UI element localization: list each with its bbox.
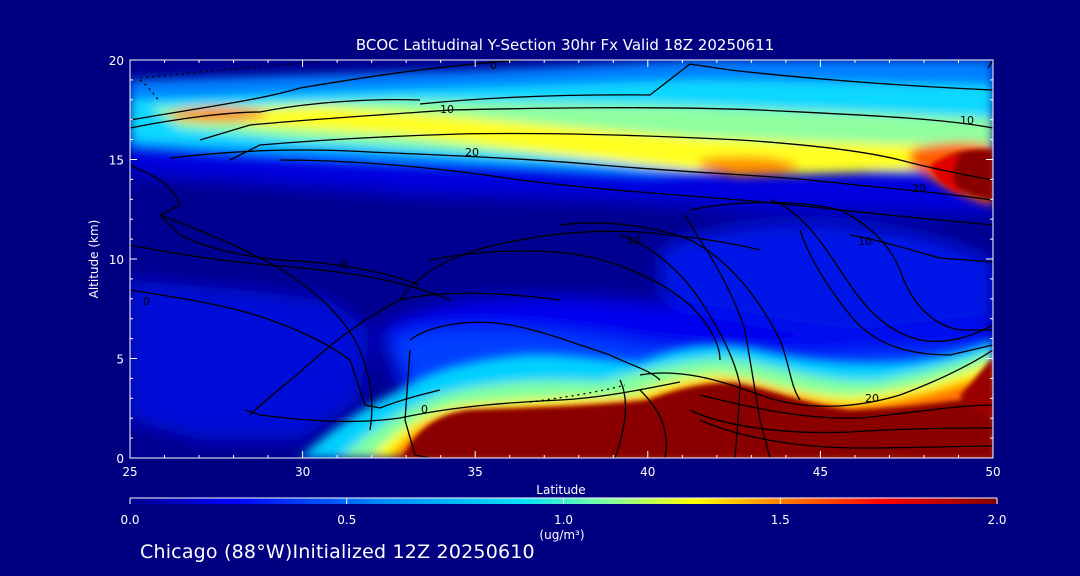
contour-line bbox=[769, 199, 993, 342]
chart-title: BCOC Latitudinal Y-Section 30hr Fx Valid… bbox=[356, 36, 774, 54]
contour-line bbox=[244, 381, 681, 423]
contour-line bbox=[684, 214, 771, 458]
contour-line bbox=[614, 379, 627, 458]
contour-dotted bbox=[139, 61, 321, 79]
contour-line bbox=[689, 409, 993, 434]
contour-line bbox=[699, 394, 993, 419]
contour-line bbox=[130, 98, 421, 129]
contour-line bbox=[639, 389, 667, 458]
contour-line bbox=[699, 419, 993, 449]
contour-line bbox=[130, 289, 441, 409]
contour-line bbox=[249, 292, 561, 416]
contour-label: 10 bbox=[627, 234, 641, 247]
upper-band-orange bbox=[170, 107, 800, 176]
contour-line bbox=[689, 201, 993, 331]
colorbar-tick-label: 1.5 bbox=[771, 513, 790, 527]
contour-line bbox=[849, 234, 993, 263]
contour-label: 20 bbox=[865, 392, 879, 405]
colorbar-tick-label: 0.0 bbox=[120, 513, 139, 527]
colorbar-tick-label: 1.0 bbox=[554, 513, 573, 527]
contour-line bbox=[279, 159, 993, 226]
surface-plume-core-right bbox=[960, 358, 993, 420]
x-axis-label: Latitude bbox=[536, 483, 585, 497]
contour-label: 10 bbox=[960, 114, 974, 127]
contour-label: 0 bbox=[340, 258, 347, 271]
contour-label: 20 bbox=[912, 182, 926, 195]
contour-line bbox=[159, 214, 373, 431]
contour-line bbox=[229, 132, 993, 181]
contour-line bbox=[619, 234, 741, 458]
colorbar-tick-label: 0.5 bbox=[337, 513, 356, 527]
init-caption: Chicago (88°W)Initialized 12Z 20250610 bbox=[140, 541, 535, 563]
contour-line bbox=[130, 244, 451, 301]
contour-label: 10 bbox=[440, 103, 454, 116]
plot-area: 0 10 20 10 20 0 0 0 10 10 20 bbox=[129, 59, 994, 459]
y-tick-label: 0 bbox=[116, 452, 124, 466]
contour-line bbox=[130, 60, 521, 121]
contour-label: 10 bbox=[858, 235, 872, 248]
contour-line bbox=[639, 349, 993, 407]
contour-line bbox=[419, 63, 993, 105]
contour-label: 0 bbox=[421, 403, 428, 416]
y-tick-label: 5 bbox=[116, 353, 124, 367]
x-tick-label: 45 bbox=[813, 465, 828, 479]
y-tick-label: 20 bbox=[109, 54, 124, 68]
contour-label: 0 bbox=[490, 59, 497, 72]
contour-line bbox=[429, 250, 721, 361]
contour-line bbox=[130, 164, 421, 286]
colorbar-ticks: 0.0 0.5 1.0 1.5 2.0 bbox=[120, 498, 1007, 527]
contour-line bbox=[199, 107, 993, 141]
colorbar: 0.0 0.5 1.0 1.5 2.0 (ug/m³) bbox=[120, 497, 1007, 542]
contour-line bbox=[559, 222, 801, 401]
contour-label: 0 bbox=[143, 295, 150, 308]
contour-line bbox=[987, 60, 993, 69]
upper-max-right-rim bbox=[930, 155, 965, 195]
contour-label: 20 bbox=[465, 146, 479, 159]
x-tick-label: 50 bbox=[985, 465, 1000, 479]
y-axis-label: Altitude (km) bbox=[87, 220, 101, 299]
contour-line bbox=[404, 349, 431, 458]
contour-line bbox=[799, 229, 993, 356]
surface-plume-core bbox=[402, 383, 993, 458]
contour-line bbox=[409, 321, 661, 381]
upper-band-yellow bbox=[190, 106, 993, 176]
contour-lines bbox=[130, 60, 993, 458]
colorbar-tick-label: 2.0 bbox=[987, 513, 1006, 527]
x-tick-label: 35 bbox=[468, 465, 483, 479]
field-blue-left bbox=[130, 280, 370, 440]
y-tick-label: 15 bbox=[109, 154, 124, 168]
contour-line bbox=[169, 149, 993, 201]
axes: 25 30 35 40 45 50 0 5 10 15 20 bbox=[109, 54, 1001, 479]
x-tick-label: 40 bbox=[640, 465, 655, 479]
x-tick-label: 25 bbox=[122, 465, 137, 479]
contour-dotted bbox=[529, 384, 626, 403]
contour-line bbox=[399, 230, 761, 301]
colorbar-unit-label: (ug/m³) bbox=[539, 528, 584, 542]
x-tick-label: 30 bbox=[295, 465, 310, 479]
y-tick-label: 10 bbox=[109, 253, 124, 267]
